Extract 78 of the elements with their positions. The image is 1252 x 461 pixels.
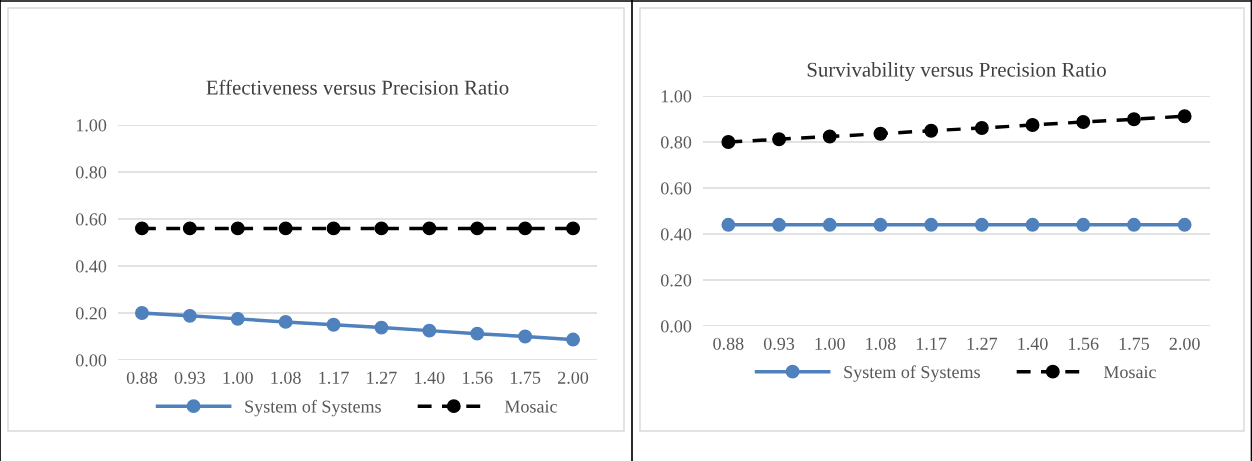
x-tick-label: 2.00 (558, 371, 589, 384)
y-tick-label: 1.00 (661, 90, 692, 103)
x-tick-label: 1.40 (1018, 337, 1048, 350)
point (1127, 112, 1141, 127)
point (374, 320, 389, 335)
y-tick-label: 0.20 (660, 274, 692, 287)
x-tick-label: 0.93 (763, 337, 795, 350)
x-tick-label: 1.00 (223, 371, 253, 384)
point (182, 221, 197, 236)
x-tick-label: 0.88 (713, 337, 744, 350)
point (1127, 217, 1141, 232)
x-tick-label: 1.17 (319, 371, 349, 384)
y-tick-label: 0.20 (75, 307, 107, 320)
x-tick-label: 0.88 (126, 371, 158, 384)
point (422, 323, 437, 338)
y-tick-label: 0.60 (75, 213, 107, 226)
y-tick-label: 1.00 (76, 119, 107, 132)
point (230, 311, 245, 326)
point (721, 217, 736, 232)
y-tick-label: 0.00 (660, 320, 692, 333)
x-tick-label: 1.56 (1069, 337, 1099, 350)
point (1076, 217, 1091, 232)
point (873, 217, 888, 232)
x-tick-label: 1.27 (367, 371, 397, 384)
x-tick-label: 1.00 (815, 337, 845, 350)
y-tick-label: 0.40 (660, 228, 692, 241)
y-tick-label: 0.60 (660, 182, 692, 195)
point (1177, 217, 1192, 232)
x-tick-label: 1.40 (415, 371, 445, 384)
point (135, 221, 149, 236)
legend-label: System of Systems (245, 399, 381, 417)
point (230, 221, 245, 236)
point (278, 314, 293, 329)
legend-label: Mosaic (504, 400, 557, 413)
y-tick-label: 0.80 (660, 136, 692, 149)
point (278, 221, 293, 236)
point (1076, 115, 1091, 129)
point (924, 123, 939, 138)
y-tick-label: 0.00 (75, 354, 107, 367)
chart-title: Survivability versus Precision Ratio (807, 62, 1106, 82)
point (974, 121, 989, 135)
point (566, 332, 580, 347)
point (518, 329, 533, 344)
point (374, 221, 389, 236)
point (822, 129, 837, 144)
x-tick-label: 1.27 (967, 337, 998, 350)
point (1177, 109, 1192, 124)
point (772, 217, 786, 232)
x-tick-label: 1.75 (1119, 337, 1150, 350)
y-tick-label: 0.40 (75, 260, 107, 273)
x-tick-label: 1.56 (463, 371, 493, 384)
point (326, 221, 341, 236)
point (518, 221, 533, 236)
point (822, 217, 837, 232)
legend-label: Mosaic (1103, 366, 1156, 379)
y-tick-label: 0.80 (75, 166, 107, 179)
x-tick-label: 1.08 (271, 371, 301, 384)
point (974, 217, 989, 232)
x-tick-label: 2.00 (1169, 337, 1200, 350)
point (1025, 118, 1040, 132)
x-tick-label: 1.08 (866, 337, 896, 350)
x-tick-label: 1.17 (916, 337, 947, 350)
point (924, 217, 939, 232)
legend-label: System of Systems (844, 365, 980, 382)
point (772, 132, 786, 147)
point (721, 135, 736, 149)
point (135, 306, 149, 320)
point (422, 221, 437, 236)
x-tick-label: 0.93 (174, 371, 205, 384)
chart-title: Effectiveness versus Precision Ratio (206, 79, 509, 95)
point (182, 308, 197, 323)
x-tick-label: 1.75 (510, 371, 541, 384)
point (470, 221, 485, 236)
point (470, 326, 485, 341)
point (1025, 217, 1040, 232)
point (326, 317, 341, 332)
point (566, 221, 580, 236)
point (873, 126, 888, 141)
